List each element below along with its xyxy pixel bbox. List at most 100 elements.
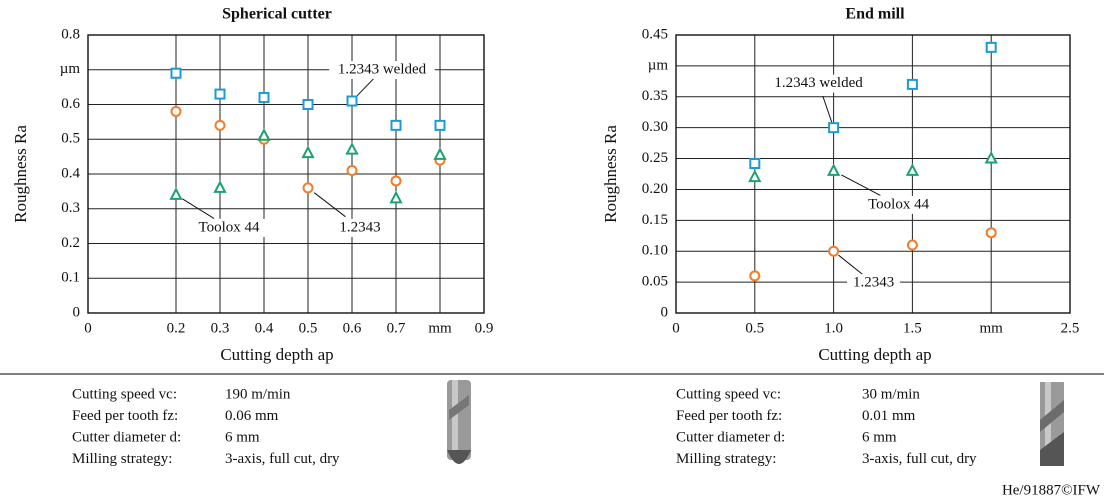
- point-square: [390, 119, 402, 131]
- leader-line: [355, 78, 374, 98]
- plot-frame: [87, 34, 485, 314]
- y-tick-label: 0.1: [61, 270, 80, 286]
- series-label: 1.2343: [853, 275, 894, 291]
- point-square: [170, 67, 182, 79]
- point-circle: [214, 119, 226, 131]
- y-tick-label: 0.15: [642, 212, 668, 228]
- point-circle: [390, 175, 402, 187]
- y-tick-label: 0.5: [61, 131, 80, 147]
- parameter-value: 0.06 mm: [225, 408, 279, 424]
- parameter-value: 30 m/min: [862, 386, 920, 402]
- x-axis-label: Cutting depth ap: [220, 345, 333, 364]
- point-circle: [749, 270, 761, 282]
- x-tick-label: 1.5: [903, 320, 922, 336]
- parameter-label: Feed per tooth fz:: [676, 408, 782, 424]
- leader-line: [313, 192, 346, 218]
- point-square: [258, 92, 270, 104]
- y-tick-label: 0.2: [61, 235, 80, 251]
- point-triangle: [169, 187, 183, 200]
- y-tick-label: 0.10: [642, 243, 668, 259]
- parameter-label: Milling strategy:: [676, 451, 776, 467]
- y-tick-label: µm: [60, 61, 81, 77]
- plot-frame: [675, 34, 1071, 314]
- point-triangle: [433, 147, 447, 160]
- point-circle: [346, 165, 358, 177]
- tool-ball-end: [447, 380, 471, 464]
- point-square: [828, 122, 840, 134]
- point-triangle: [345, 142, 359, 155]
- x-tick-label: mm: [428, 320, 452, 336]
- parameter-label: Cutting speed vc:: [676, 386, 781, 402]
- leader-line: [182, 198, 215, 220]
- label-bg: [191, 218, 267, 237]
- point-circle: [985, 227, 997, 239]
- parameter-value: 190 m/min: [225, 386, 291, 402]
- parameter-label: Feed per tooth fz:: [72, 408, 178, 424]
- parameter-label: Cutting speed vc:: [72, 386, 177, 402]
- point-circle: [906, 239, 918, 251]
- leader-line: [822, 95, 833, 123]
- point-circle: [170, 105, 182, 117]
- x-tick-label: 0.4: [255, 320, 274, 336]
- x-tick-label: 0.7: [387, 320, 406, 336]
- y-tick-label: µm: [648, 57, 669, 73]
- point-square: [302, 99, 314, 110]
- label-bg: [860, 195, 937, 214]
- parameter-label: Cutter diameter d:: [676, 429, 785, 445]
- y-tick-label: 0.35: [642, 88, 668, 104]
- y-tick-label: 0.3: [61, 200, 80, 216]
- point-circle: [302, 182, 314, 194]
- point-square: [346, 95, 358, 107]
- x-tick-label: 1.0: [824, 320, 843, 336]
- credit: He/91887©IFW: [1002, 482, 1101, 498]
- leader-line: [841, 174, 881, 196]
- x-tick-label: 0.9: [475, 320, 494, 336]
- y-tick-label: 0.20: [642, 181, 668, 197]
- x-tick-label: 0.2: [167, 320, 186, 336]
- point-square: [906, 78, 918, 90]
- point-square: [749, 157, 761, 169]
- point-triangle: [905, 163, 920, 176]
- leader-line: [838, 254, 863, 275]
- point-triangle: [257, 128, 271, 141]
- x-tick-label: 0: [672, 320, 680, 336]
- x-tick-label: 0.6: [343, 320, 362, 336]
- series-label: Toolox 44: [868, 196, 930, 212]
- series-label: 1.2343: [339, 219, 380, 235]
- y-tick-label: 0: [73, 304, 81, 320]
- chart-title: Spherical cutter: [222, 6, 332, 23]
- y-tick-label: 0.6: [61, 96, 80, 112]
- tool-end-mill: [1040, 382, 1064, 466]
- x-tick-label: 0.5: [745, 320, 764, 336]
- y-tick-label: 0.25: [642, 150, 668, 166]
- y-axis-label: Roughness Ra: [11, 125, 30, 223]
- parameter-value: 0.01 mm: [862, 408, 916, 424]
- point-triangle: [213, 180, 227, 193]
- label-bg: [333, 218, 387, 237]
- x-axis-label: Cutting depth ap: [818, 345, 931, 364]
- point-square: [214, 88, 226, 100]
- point-triangle: [389, 190, 403, 204]
- parameter-value: 6 mm: [225, 429, 260, 445]
- y-tick-label: 0: [661, 304, 669, 320]
- parameter-value: 3-axis, full cut, dry: [225, 451, 340, 467]
- y-tick-label: 0.4: [61, 165, 80, 181]
- series-label: 1.2343 welded: [774, 75, 863, 91]
- parameter-value: 6 mm: [862, 429, 897, 445]
- y-tick-label: 0.30: [642, 119, 668, 135]
- parameter-label: Milling strategy:: [72, 451, 172, 467]
- point-triangle: [984, 150, 998, 164]
- series-label: Toolox 44: [198, 219, 260, 235]
- y-tick-label: 0.45: [642, 26, 668, 42]
- parameter-label: Cutter diameter d:: [72, 429, 181, 445]
- point-circle: [828, 245, 840, 257]
- label-bg: [847, 274, 901, 293]
- point-square: [985, 41, 997, 53]
- x-tick-label: 0: [84, 320, 92, 336]
- label-bg: [765, 74, 872, 93]
- series-label: 1.2343 welded: [338, 61, 427, 77]
- x-tick-label: 2.5: [1061, 320, 1080, 336]
- x-tick-label: 0.5: [299, 320, 318, 336]
- x-tick-label: 0.3: [211, 320, 230, 336]
